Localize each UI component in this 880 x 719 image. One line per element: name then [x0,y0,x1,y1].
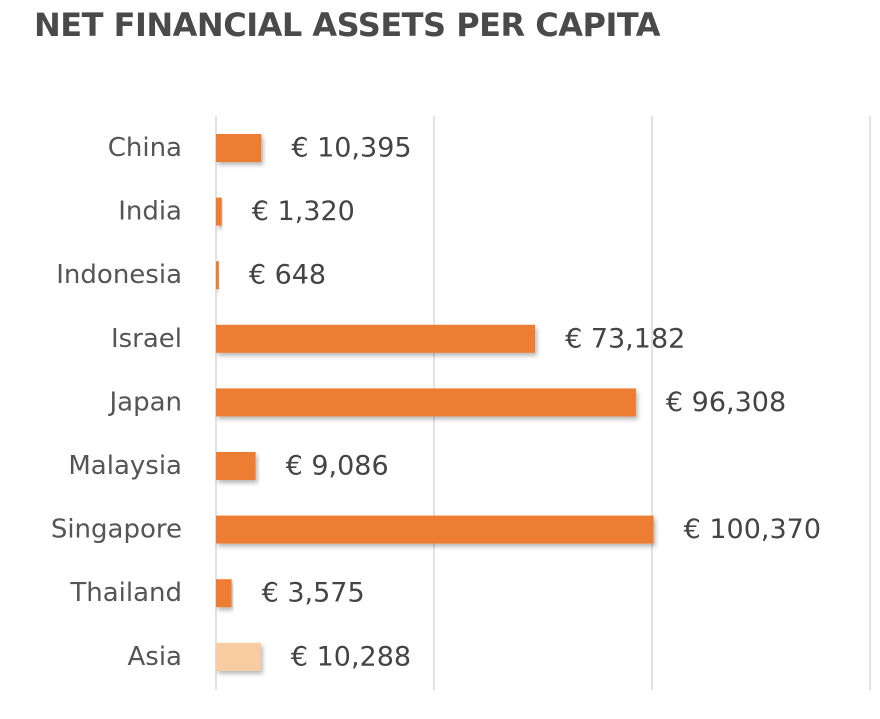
bar [216,642,261,671]
value-label: € 73,182 [565,323,685,354]
category-label: Israel [111,324,182,354]
category-label: Malaysia [68,451,182,481]
bar [216,197,222,226]
bar [216,261,219,290]
category-label: Asia [128,642,183,672]
category-label: China [108,133,182,163]
category-label: Indonesia [56,260,182,290]
value-label: € 1,320 [252,196,355,227]
value-label: € 100,370 [684,514,821,545]
bar [216,134,262,162]
value-label: € 648 [249,260,326,291]
value-label: € 3,575 [262,578,365,609]
bar [216,452,256,480]
value-label: € 9,086 [286,451,389,482]
value-label: € 96,308 [666,387,786,418]
category-label: India [118,197,182,227]
bar [216,579,232,608]
bar [216,324,536,353]
bar [216,515,654,544]
value-label: € 10,288 [291,641,411,672]
value-label: € 10,395 [291,133,411,164]
chart-title: NET FINANCIAL ASSETS PER CAPITA [34,6,661,44]
category-label: Thailand [69,578,182,608]
category-label: Singapore [51,515,182,545]
category-label: Japan [107,387,182,417]
bar [216,388,636,417]
